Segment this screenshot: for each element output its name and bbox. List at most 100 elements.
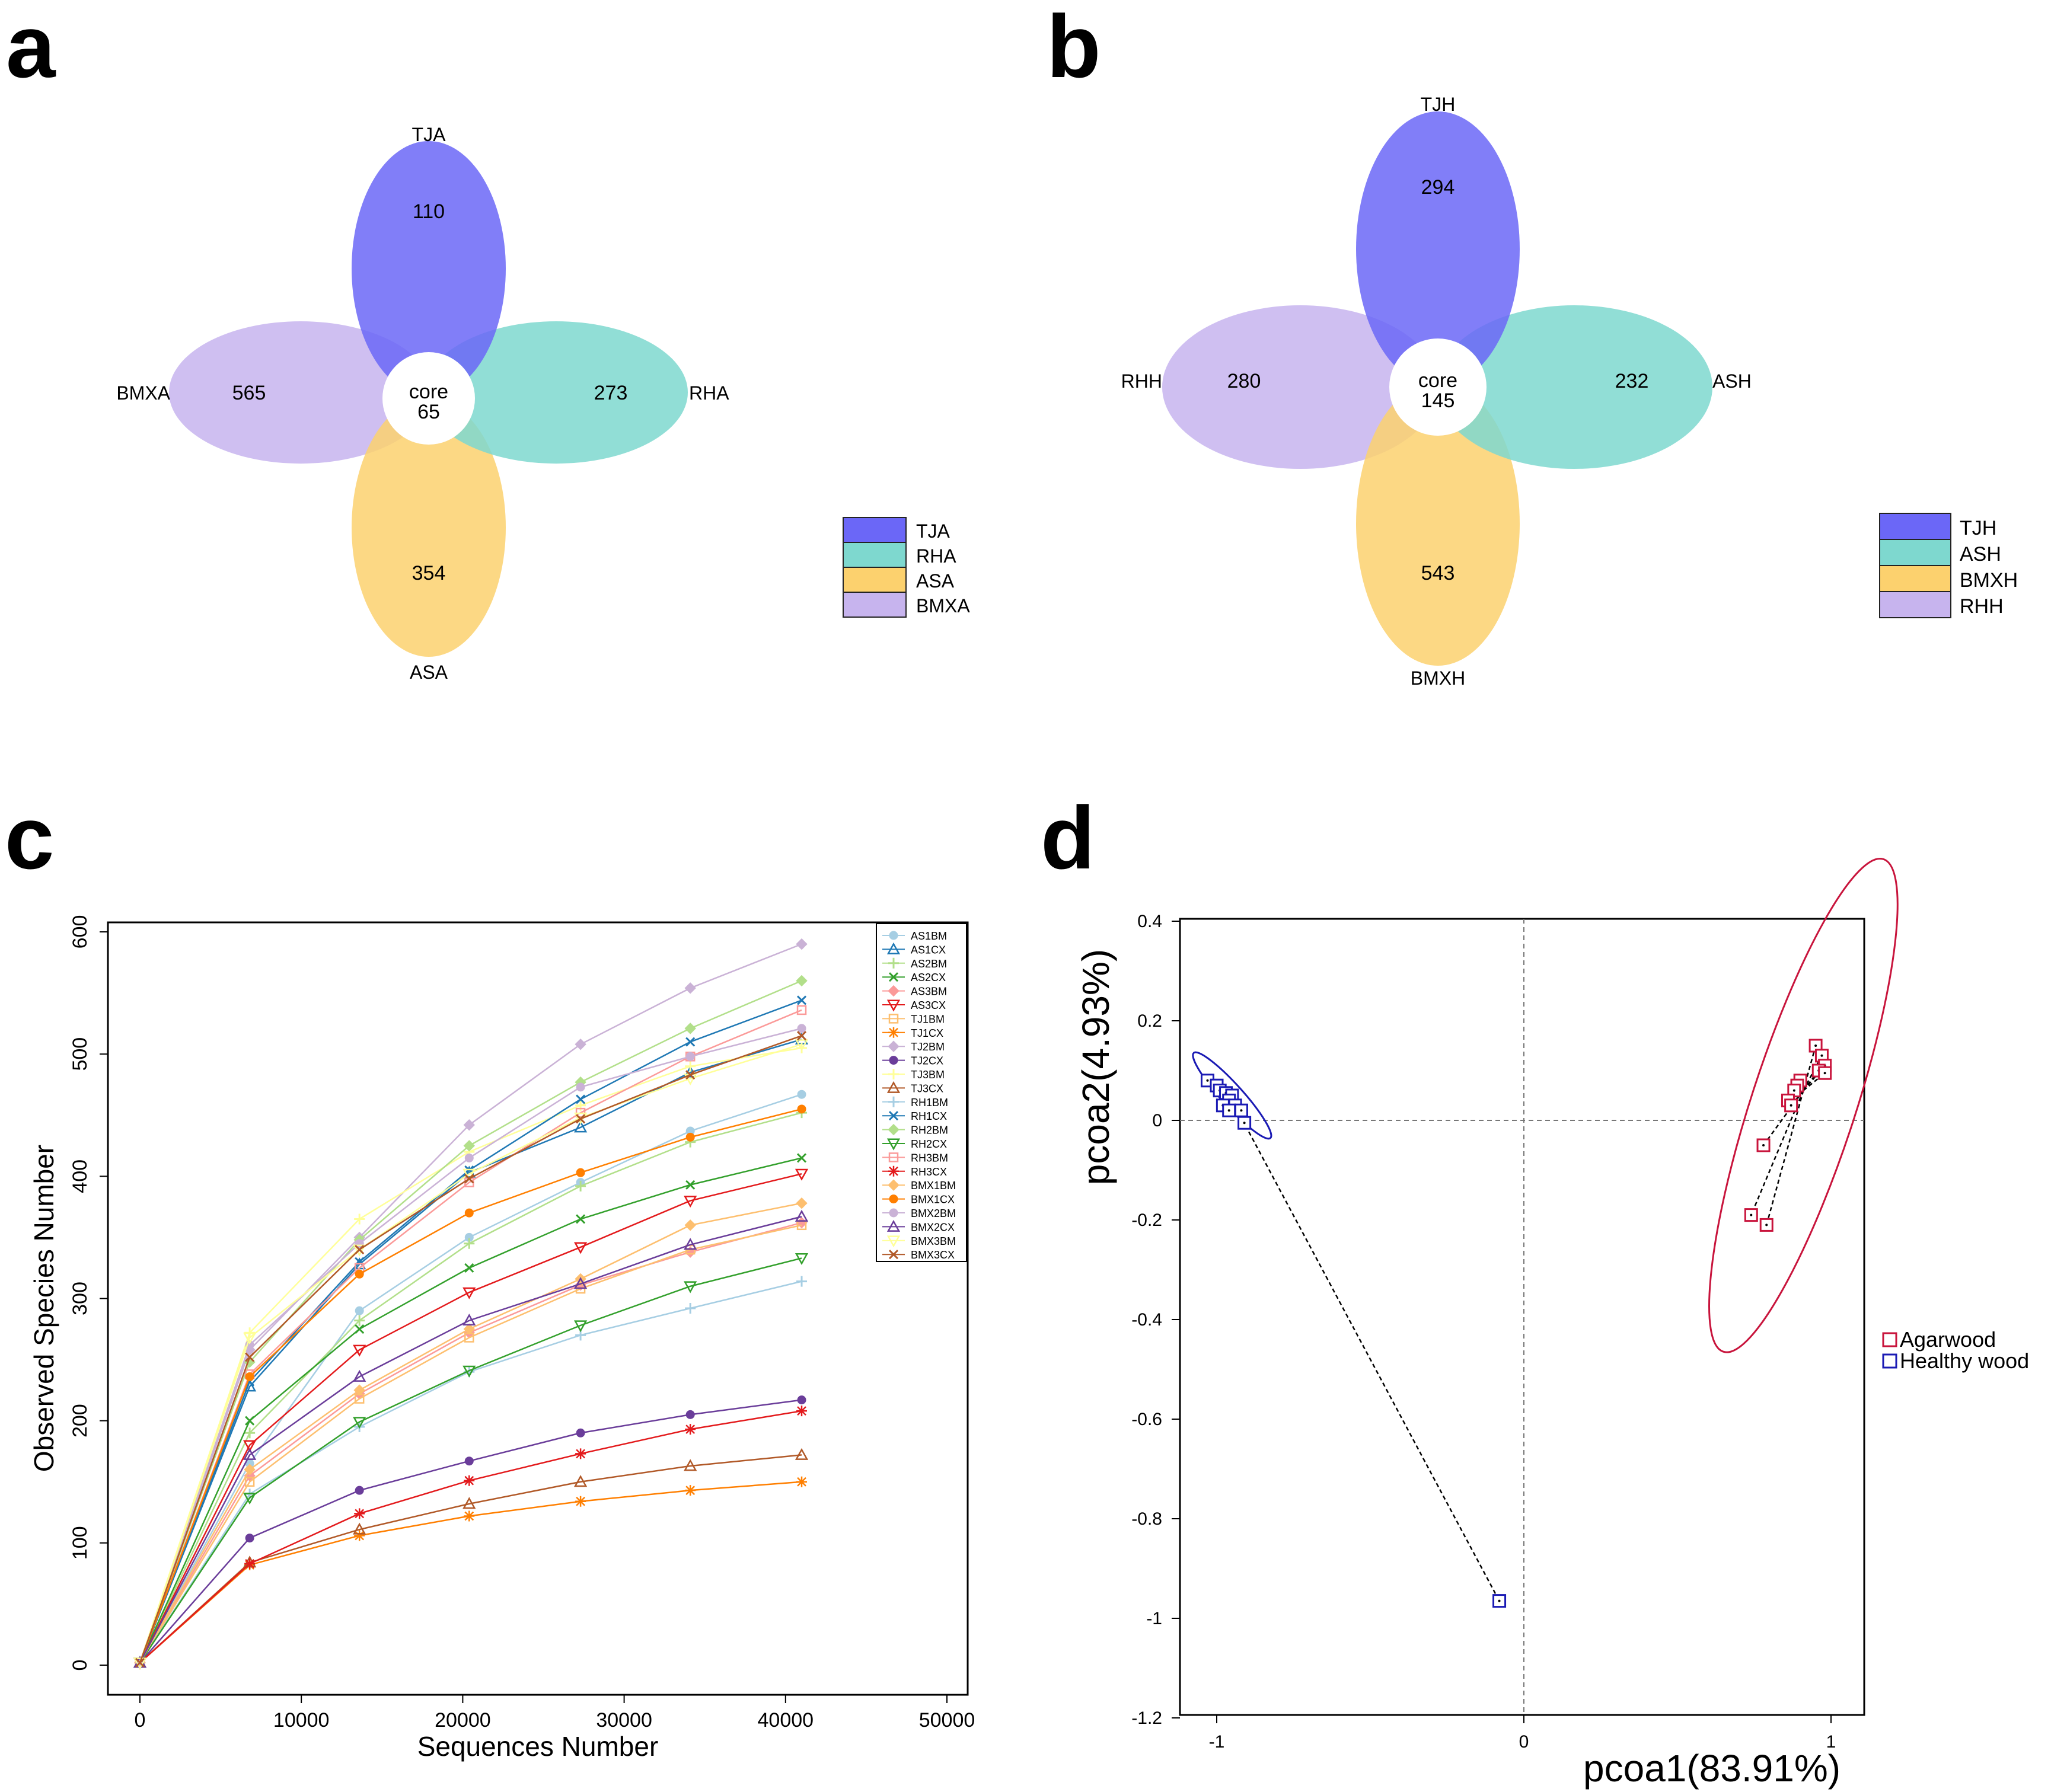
point-RH2CX [684,1281,697,1293]
point-BMX3CX [355,1244,365,1255]
venn-a-legend-swatch-1 [843,542,907,568]
series-BMX1CX [135,1104,806,1668]
sample-point-dot [1762,1144,1765,1146]
point-AS2CX [245,1416,255,1426]
sample-point-dot [1765,1224,1768,1226]
point-BMX1CX [685,1132,695,1142]
legend-marker-TJ1CX [888,1027,899,1038]
x-tick-label-c: 50000 [919,1709,975,1732]
y-tick-label-d: 0.4 [1137,912,1162,931]
venn-b-count-TJH: 294 [1421,176,1455,199]
series-RH3CX [135,1406,808,1668]
legend-marker-AS3BM [888,985,899,997]
point-AS3CX [795,1168,809,1181]
venn-b-legend-label-1: ASH [1960,543,2001,566]
x-tick-label-d: 1 [1826,1732,1836,1752]
panel-letter-c: c [5,788,54,887]
venn-a-count-BMXA: 565 [232,382,266,404]
point-AS1CX [573,1120,588,1133]
sample-point-dot [1820,1054,1823,1057]
point-TJ3CX [462,1497,476,1509]
legend-label-RH3BM: RH3BM [911,1152,948,1164]
y-tick-label-c: 600 [69,915,91,949]
point-AS1BM [355,1306,364,1315]
x-tick-label-d: 0 [1519,1732,1529,1752]
point-RH3CX [685,1424,696,1435]
point-BMX2BM [576,1082,585,1092]
legend-marker-AS2CX [888,972,899,982]
series-BMX2CX [133,1209,809,1668]
y-tick-label-c: 400 [69,1159,91,1193]
venn-b-name-TJH: TJH [1421,94,1456,115]
y-tick-label-d: -1.2 [1131,1708,1162,1728]
point-TJ3CX [795,1448,809,1460]
point-TJ3CX [573,1475,588,1487]
point-BMX1BM [463,1323,475,1335]
venn-a-legend-label-1: RHA [916,545,956,567]
y-tick-label-d: 0.2 [1137,1011,1162,1031]
point-BMX3BM [243,1333,257,1345]
series-BMX3BM [133,1039,809,1670]
legend-marker-RH2BM [888,1123,899,1136]
point-RH1CX [685,1037,696,1047]
line-AS3CX [139,1173,802,1663]
point-BMX2CX [573,1277,588,1289]
legend-marker-RH1CX [888,1111,899,1121]
point-RH3CX [354,1508,365,1519]
venn-a-core-label: core [409,381,448,403]
point-BMX2CX [684,1238,697,1250]
venn-b-name-RHH: RHH [1121,370,1162,392]
legend-label-RH2BM: RH2BM [911,1125,948,1136]
venn-b-core-count: 145 [1421,389,1455,412]
point-BMX1BM [353,1384,365,1396]
point-TJ2CX [464,1456,474,1466]
point-BMX3BM [133,1657,147,1670]
venn-b-petal-bottom [1356,381,1520,666]
venn-b-legend-label-3: RHH [1960,595,2004,618]
venn-b-petal-left [1162,305,1438,469]
point-AS2BM [354,1315,365,1326]
point-BMX1BM [244,1464,256,1475]
legend-marker-AS2BM [888,957,899,969]
y-tick-label-d: -1 [1146,1609,1162,1628]
legend-marker-TJ1BM [888,1014,899,1024]
point-AS2CX [355,1324,365,1334]
point-RH3CX [464,1475,475,1486]
line-RH1BM [139,1280,802,1663]
line-TJ3CX [139,1454,802,1663]
point-BMX1CX [355,1269,364,1279]
point-AS2CX [685,1180,696,1190]
point-AS1BM [797,1090,806,1099]
x-tick-label-c: 10000 [273,1709,330,1732]
point-BMX2BM [685,1052,695,1061]
venn-b-legend-swatch-1 [1879,539,1951,566]
venn-a-name-RHA: RHA [689,382,729,404]
point-RH1CX [576,1094,586,1104]
point-RH2CX [353,1417,366,1429]
y-tick-label-c: 300 [69,1282,91,1315]
venn-a-legend: TJA RHA ASA BMXA [843,517,970,618]
point-RH3CX [575,1448,586,1459]
point-AS3CX [353,1344,366,1357]
y-tick-label-c: 200 [69,1404,91,1438]
point-AS2CX [464,1263,474,1273]
point-TJ2BM [796,938,808,950]
point-TJ1CX [685,1485,696,1496]
centroid-link [1231,1100,1500,1602]
legend-marker-RH3CX [888,1165,899,1177]
sample-point-dot [1790,1104,1792,1107]
point-BMX1CX [576,1168,585,1177]
x-tick-label-c: 0 [135,1709,146,1732]
sample-point-dot [1498,1599,1501,1602]
legend-label-AS1BM: AS1BM [911,930,947,942]
legend-label-RH1BM: RH1BM [911,1097,948,1109]
y-tick-label-c: 500 [69,1037,91,1071]
series-BMX1BM [134,1197,808,1669]
point-BMX3CX [135,1657,145,1668]
point-AS2CX [796,1153,807,1163]
venn-a-petal-left [169,321,432,464]
point-TJ3BM [685,1060,696,1072]
group-healthy-wood [1192,1051,1507,1608]
line-BMX3CX [139,1035,802,1663]
